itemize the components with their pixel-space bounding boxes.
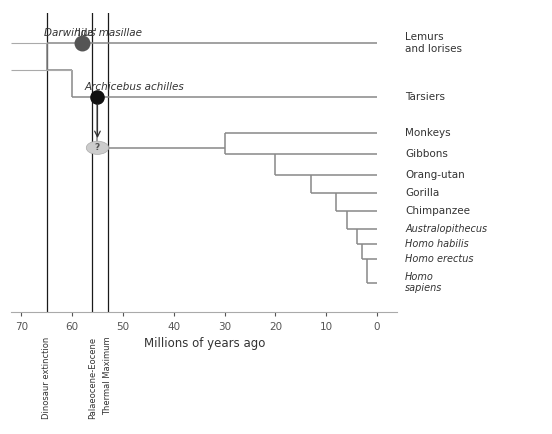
- Text: ?: ?: [95, 143, 100, 152]
- Text: Gibbons: Gibbons: [405, 149, 448, 159]
- Text: Orang-utan: Orang-utan: [405, 170, 465, 180]
- Text: Australopithecus: Australopithecus: [405, 224, 487, 233]
- Text: 'Ida': 'Ida': [75, 29, 99, 39]
- Text: Homo habilis: Homo habilis: [405, 239, 469, 249]
- Text: Archicebus achilles: Archicebus achilles: [85, 82, 184, 92]
- Text: Homo erectus: Homo erectus: [405, 253, 474, 263]
- Text: Palaeocene-Eocene: Palaeocene-Eocene: [88, 336, 97, 418]
- Text: Dinosaur extinction: Dinosaur extinction: [42, 336, 51, 419]
- Text: Monkeys: Monkeys: [405, 128, 451, 138]
- Text: Lemurs
and lorises: Lemurs and lorises: [405, 32, 462, 54]
- X-axis label: Millions of years ago: Millions of years ago: [144, 337, 265, 350]
- Point: [93, 93, 102, 100]
- Text: Darwinius masillae: Darwinius masillae: [44, 29, 142, 39]
- Text: Homo
sapiens: Homo sapiens: [405, 272, 443, 293]
- Text: Tarsiers: Tarsiers: [405, 92, 445, 102]
- Text: Thermal Maximum: Thermal Maximum: [103, 336, 112, 415]
- Point: [78, 39, 87, 46]
- Text: Gorilla: Gorilla: [405, 187, 439, 198]
- Text: Chimpanzee: Chimpanzee: [405, 206, 470, 216]
- Circle shape: [86, 141, 109, 155]
